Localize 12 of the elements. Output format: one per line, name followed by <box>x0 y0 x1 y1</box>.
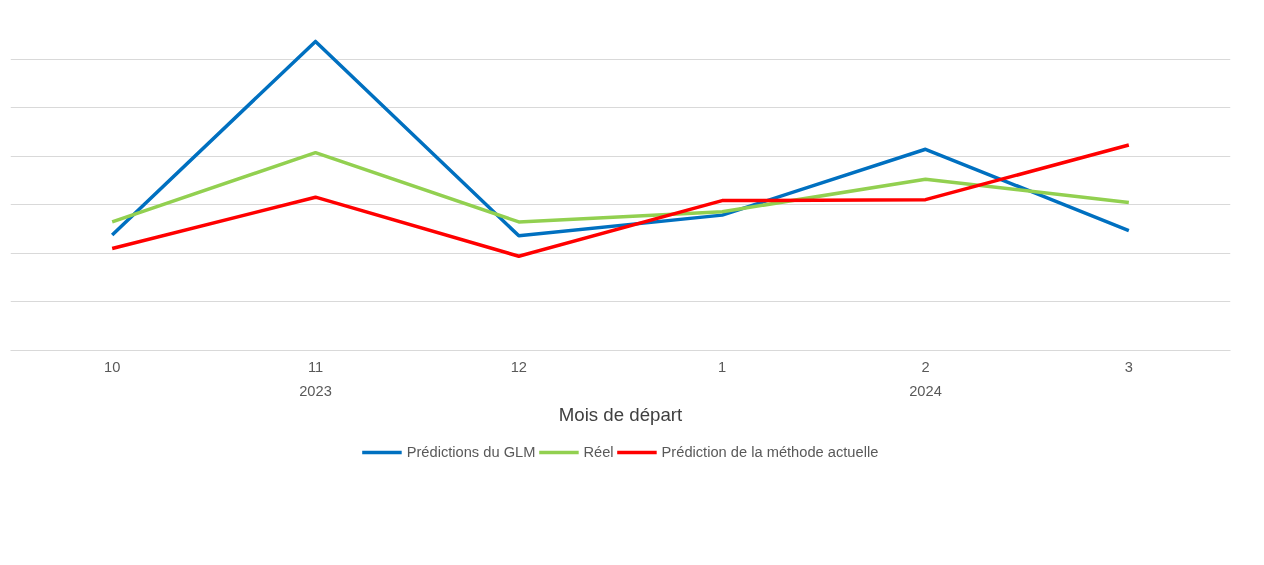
legend-label: Prédictions du GLM <box>406 444 536 460</box>
x-tick-label: 2 <box>921 358 930 375</box>
text: 2023 <box>299 382 332 399</box>
x-axis-title: Mois de départ <box>558 403 684 425</box>
x-tick-label: 1 <box>718 358 727 375</box>
x-tick-label: 10 <box>104 358 121 375</box>
legend-label: Prédiction de la méthode actuelle <box>661 444 879 460</box>
x-tick-label: 3 <box>1124 358 1133 375</box>
legend-label: Réel <box>583 444 614 460</box>
x-tick-label: 12 <box>510 358 527 375</box>
text: 2024 <box>909 382 942 399</box>
x-tick-label: 11 <box>307 358 324 375</box>
